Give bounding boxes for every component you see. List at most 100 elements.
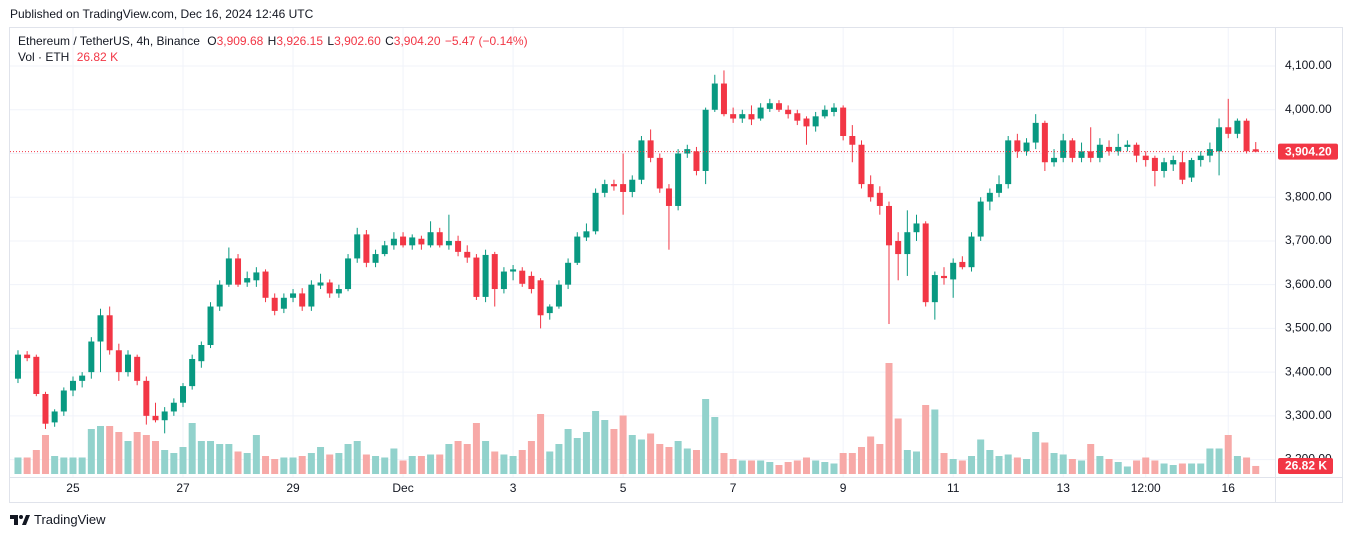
y-tick-label: 3,400.00 bbox=[1285, 364, 1332, 378]
candle-body bbox=[1170, 160, 1177, 165]
volume-bar bbox=[683, 448, 691, 474]
volume-bar bbox=[372, 456, 380, 474]
volume-bar bbox=[821, 462, 829, 474]
candle-body bbox=[711, 83, 718, 110]
candle-body bbox=[748, 114, 755, 120]
volume-value: 26.82 K bbox=[77, 50, 118, 64]
candle-body bbox=[785, 109, 792, 115]
candle-body bbox=[913, 223, 920, 233]
candle-body bbox=[115, 350, 122, 373]
volume-bar bbox=[913, 451, 921, 474]
volume-bar bbox=[518, 450, 526, 474]
candle-body bbox=[1206, 149, 1213, 156]
candle-body bbox=[656, 157, 663, 189]
volume-bar bbox=[839, 453, 847, 474]
candle-body bbox=[885, 205, 892, 246]
volume-bar bbox=[1041, 442, 1049, 474]
volume-bar bbox=[674, 441, 682, 474]
y-tick-label: 3,300.00 bbox=[1285, 408, 1332, 422]
volume-bar bbox=[96, 426, 104, 474]
volume-bar bbox=[1096, 456, 1104, 474]
candle-body bbox=[977, 201, 984, 237]
volume-bar bbox=[78, 457, 86, 474]
volume-bar bbox=[133, 432, 141, 474]
volume-bar bbox=[87, 429, 95, 474]
candle-body bbox=[464, 251, 471, 258]
candle-body bbox=[1005, 140, 1012, 185]
candle-body bbox=[620, 184, 627, 192]
candle-body bbox=[610, 184, 617, 187]
volume-bar bbox=[931, 409, 939, 474]
candle-body bbox=[125, 354, 132, 373]
legend-symbol: Ethereum / TetherUS, 4h, Binance bbox=[18, 34, 200, 48]
volume-tag bbox=[1278, 457, 1333, 474]
y-tick-label: 3,600.00 bbox=[1285, 277, 1332, 291]
x-tick-label: 7 bbox=[730, 481, 737, 495]
candle-body bbox=[665, 188, 672, 206]
candle-body bbox=[812, 116, 819, 127]
volume-bar bbox=[903, 450, 911, 474]
volume-pane bbox=[14, 363, 1260, 474]
candle-body bbox=[1032, 122, 1039, 143]
chart-frame bbox=[9, 27, 1343, 503]
candle-body bbox=[400, 236, 407, 246]
volume-bar bbox=[390, 448, 398, 474]
volume-bar bbox=[60, 457, 68, 474]
volume-bar bbox=[766, 462, 774, 474]
volume-bar bbox=[142, 435, 150, 474]
volume-bar bbox=[592, 411, 600, 474]
candle-body bbox=[1087, 151, 1094, 158]
volume-bar bbox=[252, 435, 260, 474]
x-tick-label: 9 bbox=[840, 481, 847, 495]
candle-body bbox=[216, 284, 223, 307]
volume-bar bbox=[940, 453, 948, 474]
candle-body bbox=[60, 390, 67, 412]
volume-bar bbox=[427, 454, 435, 474]
volume-bar bbox=[573, 438, 581, 474]
candle-body bbox=[565, 262, 572, 285]
volume-bar bbox=[1123, 466, 1131, 474]
candle-body bbox=[849, 136, 856, 145]
candle-body bbox=[134, 356, 141, 381]
volume-bar bbox=[1160, 463, 1168, 474]
candle-body bbox=[33, 356, 40, 394]
candle-body bbox=[794, 113, 801, 121]
x-tick-label: 25 bbox=[66, 481, 80, 495]
candle-body bbox=[1069, 140, 1076, 158]
candle-body bbox=[675, 153, 682, 206]
candle-body bbox=[161, 411, 168, 421]
candle-body bbox=[693, 151, 700, 171]
volume-bar bbox=[986, 450, 994, 474]
volume-bar bbox=[812, 460, 820, 474]
volume-bar bbox=[885, 363, 893, 474]
volume-bar bbox=[216, 444, 224, 474]
candle-body bbox=[180, 386, 187, 403]
candle-body bbox=[702, 109, 709, 171]
legend-change: −5.47 (−0.14%) bbox=[445, 34, 528, 48]
y-tick-label: 3,800.00 bbox=[1285, 189, 1332, 203]
volume-bar bbox=[876, 444, 884, 474]
volume-bar bbox=[729, 459, 737, 474]
volume-bar bbox=[527, 441, 535, 474]
candle-body bbox=[225, 258, 232, 285]
candle-body bbox=[418, 238, 425, 245]
volume-bar bbox=[784, 462, 792, 474]
volume-bar bbox=[1142, 457, 1150, 474]
candle-body bbox=[106, 315, 113, 351]
volume-bar bbox=[381, 457, 389, 474]
candle-body bbox=[1151, 157, 1158, 171]
volume-bar bbox=[1151, 460, 1159, 474]
legend-key: C bbox=[385, 34, 394, 48]
volume-bar bbox=[1004, 454, 1012, 474]
volume-bar bbox=[1032, 432, 1040, 474]
y-tick-label: 3,700.00 bbox=[1285, 233, 1332, 247]
volume-name: Vol · ETH bbox=[18, 50, 69, 64]
candle-body bbox=[1133, 144, 1140, 156]
volume-bar bbox=[463, 444, 471, 474]
x-tick-label: 11 bbox=[947, 481, 960, 495]
volume-bar bbox=[445, 444, 453, 474]
candle-body bbox=[1051, 157, 1058, 163]
candle-body bbox=[1078, 151, 1085, 158]
legend-value: 3,909.68 bbox=[217, 34, 264, 48]
candle-body bbox=[904, 232, 911, 255]
